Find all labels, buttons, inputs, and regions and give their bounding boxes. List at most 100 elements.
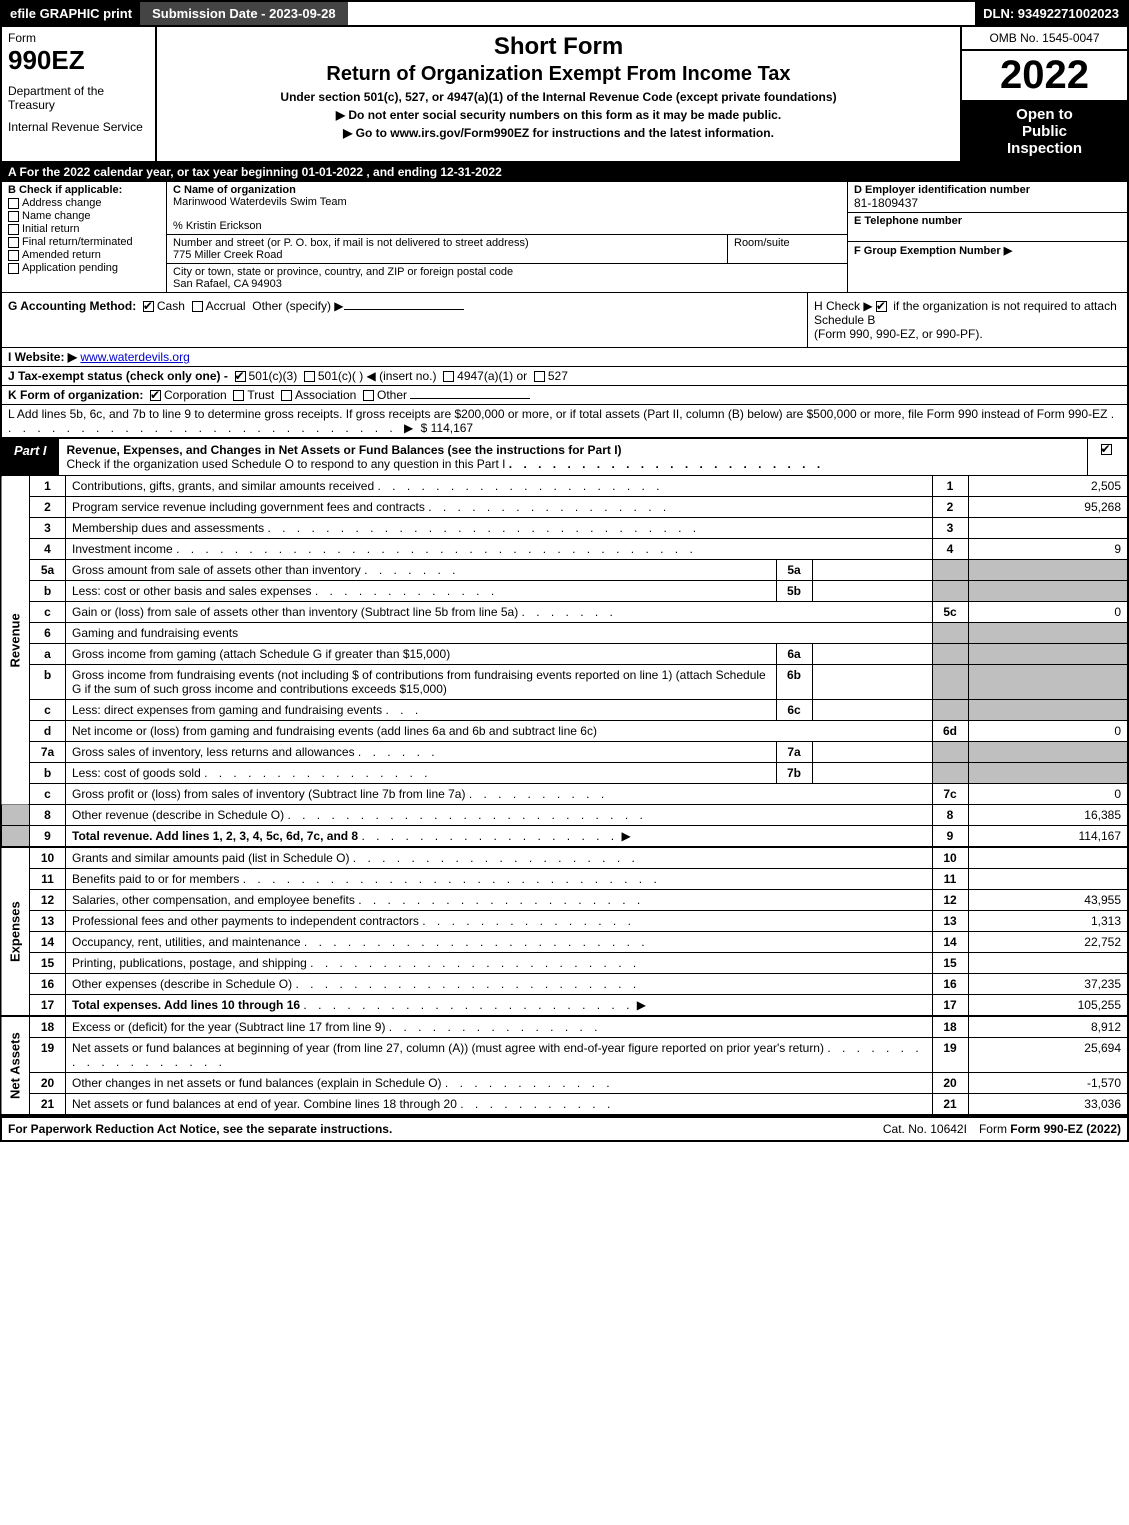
chk-accrual[interactable] <box>192 301 203 312</box>
l21-num: 21 <box>30 1094 66 1116</box>
section-i: I Website: ▶ www.waterdevils.org <box>0 348 1129 367</box>
chk-name-change[interactable]: Name change <box>8 210 160 222</box>
l21-rv: 33,036 <box>968 1094 1128 1116</box>
l19-rv: 25,694 <box>968 1038 1128 1073</box>
j-opt3: 4947(a)(1) or <box>457 369 527 383</box>
chk-address-change[interactable]: Address change <box>8 197 160 209</box>
l5b-sv <box>812 581 932 602</box>
chk-trust[interactable] <box>233 390 244 401</box>
l6b-rv-grey <box>968 665 1128 700</box>
line-4: 4 Investment income . . . . . . . . . . … <box>1 539 1128 560</box>
chk-501c3[interactable] <box>235 371 246 382</box>
k-label: K Form of organization: <box>8 388 143 402</box>
l10-desc: Grants and similar amounts paid (list in… <box>66 847 933 869</box>
line-7a: 7a Gross sales of inventory, less return… <box>1 742 1128 763</box>
open-line1: Open to <box>966 106 1123 123</box>
city-value: San Rafael, CA 94903 <box>173 278 282 290</box>
l18-desc: Excess or (deficit) for the year (Subtra… <box>66 1016 933 1038</box>
l3-rv <box>968 518 1128 539</box>
chk-assoc[interactable] <box>281 390 292 401</box>
line-6a: a Gross income from gaming (attach Sched… <box>1 644 1128 665</box>
chk-h[interactable] <box>876 301 887 312</box>
l6d-rv: 0 <box>968 721 1128 742</box>
l5a-desc: Gross amount from sale of assets other t… <box>66 560 777 581</box>
l13-rv: 1,313 <box>968 911 1128 932</box>
l5b-num: b <box>30 581 66 602</box>
j-opt1: 501(c)(3) <box>249 369 298 383</box>
g-other: Other (specify) ▶ <box>252 299 343 313</box>
website-link[interactable]: www.waterdevils.org <box>80 350 189 364</box>
ein-value: 81-1809437 <box>854 196 918 210</box>
efile-label: efile GRAPHIC print <box>2 2 140 25</box>
l16-num: 16 <box>30 974 66 995</box>
chk-initial-return[interactable]: Initial return <box>8 223 160 235</box>
chk-cash[interactable] <box>143 301 154 312</box>
l7a-sv <box>812 742 932 763</box>
chk-other-org[interactable] <box>363 390 374 401</box>
line-6d: d Net income or (loss) from gaming and f… <box>1 721 1128 742</box>
chk-amended-return[interactable]: Amended return <box>8 249 160 261</box>
section-gh: G Accounting Method: Cash Accrual Other … <box>0 293 1129 348</box>
chk-final-return[interactable]: Final return/terminated <box>8 236 160 248</box>
part-i-checkbox[interactable] <box>1087 439 1127 475</box>
k-other-line[interactable] <box>410 398 530 399</box>
l8-num: 8 <box>30 805 66 826</box>
l20-rv: -1,570 <box>968 1073 1128 1094</box>
l17-rn: 17 <box>932 995 968 1017</box>
footer-right: Form Form 990-EZ (2022) <box>973 1118 1127 1140</box>
l2-rv: 95,268 <box>968 497 1128 518</box>
l6a-sn: 6a <box>776 644 812 665</box>
room-suite: Room/suite <box>727 235 847 263</box>
part-i-title: Revenue, Expenses, and Changes in Net As… <box>59 439 1087 475</box>
section-b-label: B Check if applicable: <box>8 184 160 196</box>
netassets-sidelabel: Net Assets <box>1 1016 30 1115</box>
l5b-rn-grey <box>932 581 968 602</box>
l2-desc: Program service revenue including govern… <box>66 497 933 518</box>
l6a-sv <box>812 644 932 665</box>
care-of: % Kristin Erickson <box>173 220 262 232</box>
g-label: G Accounting Method: <box>8 299 136 313</box>
l13-num: 13 <box>30 911 66 932</box>
main-title: Return of Organization Exempt From Incom… <box>165 63 952 86</box>
l7c-rn: 7c <box>932 784 968 805</box>
g-other-line[interactable] <box>344 309 464 310</box>
l6c-rv-grey <box>968 700 1128 721</box>
l14-rv: 22,752 <box>968 932 1128 953</box>
l4-rn: 4 <box>932 539 968 560</box>
l5a-num: 5a <box>30 560 66 581</box>
line-17: 17 Total expenses. Add lines 10 through … <box>1 995 1128 1017</box>
dln-label: DLN: 93492271002023 <box>975 2 1127 25</box>
l18-num: 18 <box>30 1016 66 1038</box>
line-6c: c Less: direct expenses from gaming and … <box>1 700 1128 721</box>
line-9: 9 Total revenue. Add lines 1, 2, 3, 4, 5… <box>1 826 1128 848</box>
chk-application-pending[interactable]: Application pending <box>8 262 160 274</box>
l15-desc: Printing, publications, postage, and shi… <box>66 953 933 974</box>
l11-num: 11 <box>30 869 66 890</box>
l6a-desc: Gross income from gaming (attach Schedul… <box>66 644 777 665</box>
city-block: City or town, state or province, country… <box>167 264 847 292</box>
submission-date: Submission Date - 2023-09-28 <box>140 2 348 25</box>
chk-corp[interactable] <box>150 390 161 401</box>
open-line3: Inspection <box>966 140 1123 157</box>
part-i-badge: Part I <box>2 439 59 475</box>
l6-rv-grey <box>968 623 1128 644</box>
line-1: Revenue 1 Contributions, gifts, grants, … <box>1 476 1128 497</box>
l5c-rv: 0 <box>968 602 1128 623</box>
chk-501c[interactable] <box>304 371 315 382</box>
section-bcdef: B Check if applicable: Address change Na… <box>0 182 1129 293</box>
goto-link[interactable]: ▶ Go to www.irs.gov/Form990EZ for instru… <box>165 126 952 140</box>
line-7b: b Less: cost of goods sold . . . . . . .… <box>1 763 1128 784</box>
line-14: 14 Occupancy, rent, utilities, and maint… <box>1 932 1128 953</box>
org-name: Marinwood Waterdevils Swim Team <box>173 196 347 208</box>
l15-rv <box>968 953 1128 974</box>
chk-4947[interactable] <box>443 371 454 382</box>
section-k: K Form of organization: Corporation Trus… <box>0 386 1129 405</box>
l7a-sn: 7a <box>776 742 812 763</box>
l8-rn: 8 <box>932 805 968 826</box>
l20-num: 20 <box>30 1073 66 1094</box>
addr-value: 775 Miller Creek Road <box>173 249 282 261</box>
l7a-rv-grey <box>968 742 1128 763</box>
l6a-rn-grey <box>932 644 968 665</box>
chk-527[interactable] <box>534 371 545 382</box>
form-word: Form <box>8 31 149 45</box>
